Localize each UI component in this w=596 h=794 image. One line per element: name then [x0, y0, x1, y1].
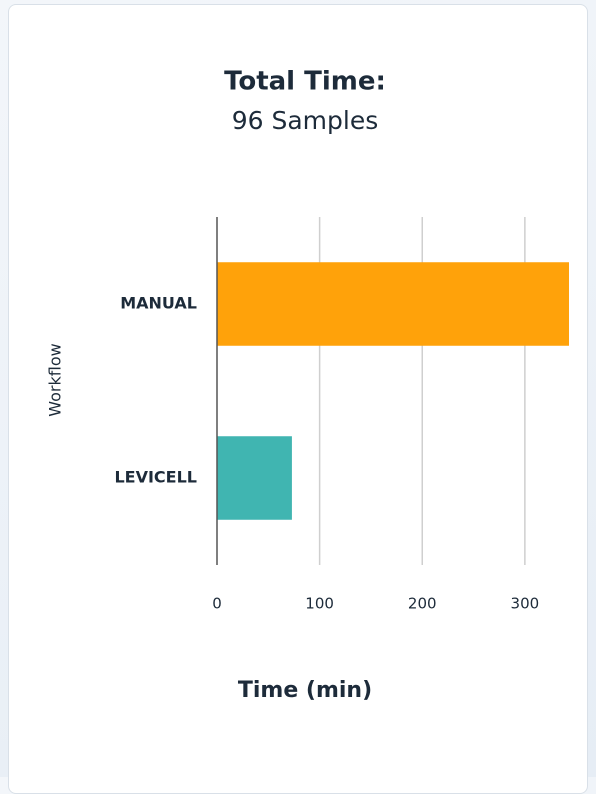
bar: [217, 436, 292, 520]
y-tick-label: MANUAL: [120, 294, 197, 313]
x-tick-label: 100: [305, 595, 334, 613]
chart: Total Time: 96 Samples Time (min) Workfl…: [46, 67, 569, 703]
y-axis-label: Workflow: [46, 343, 65, 416]
card: [8, 4, 588, 794]
x-tick-label: 0: [212, 595, 222, 613]
bar: [217, 262, 569, 346]
y-tick-label: LEVICELL: [114, 468, 197, 487]
chart-subtitle: 96 Samples: [232, 106, 379, 135]
chart-title: Total Time:: [224, 67, 386, 97]
x-axis-label: Time (min): [238, 678, 372, 703]
x-tick-label: 300: [511, 595, 540, 613]
x-tick-label: 200: [408, 595, 437, 613]
